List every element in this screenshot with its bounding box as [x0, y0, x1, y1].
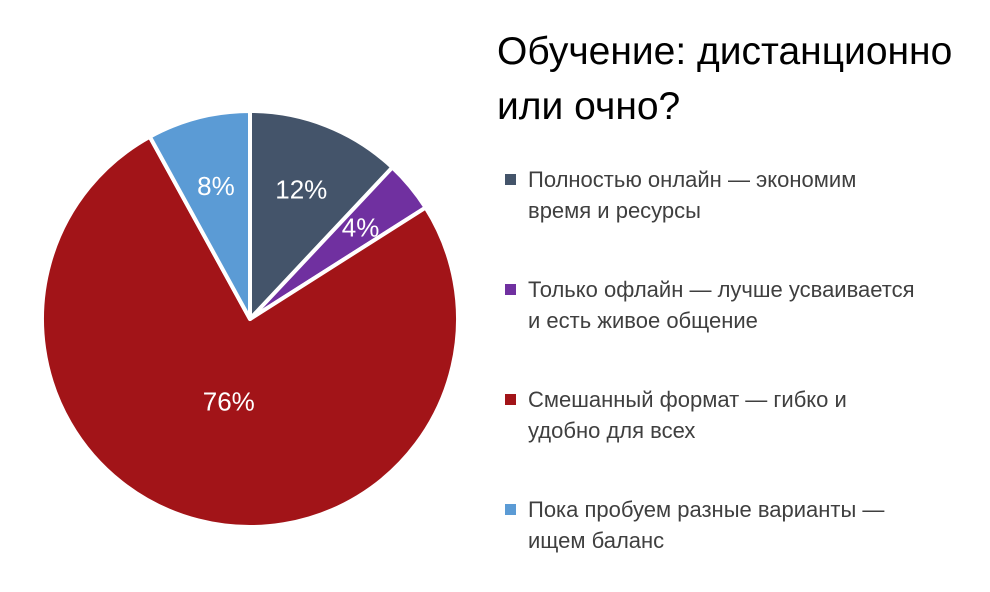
legend-item: Полностью онлайн — экономим время и ресур…: [505, 164, 990, 226]
legend-item: Смешанный формат — гибко и удобно для все…: [505, 384, 990, 446]
legend-marker-icon: [505, 394, 516, 405]
pie-chart-area: 12% 4% 76% 8%: [40, 109, 460, 529]
legend-label: Только офлайн — лучше усваивается и есть …: [528, 277, 915, 333]
legend-item: Только офлайн — лучше усваивается и есть …: [505, 274, 990, 336]
pie-data-label-0: 12%: [275, 174, 327, 204]
legend-item: Пока пробуем разные варианты — ищем балан…: [505, 494, 990, 556]
pie-data-label-1: 4%: [342, 213, 380, 243]
legend-label: Смешанный формат — гибко и удобно для все…: [528, 387, 847, 443]
pie-data-label-2: 76%: [203, 387, 255, 417]
legend-label: Пока пробуем разные варианты — ищем балан…: [528, 497, 885, 553]
legend: Полностью онлайн — экономим время и ресур…: [497, 164, 990, 556]
legend-marker-icon: [505, 174, 516, 185]
chart-title: Обучение: дистанционно или очно?: [497, 30, 953, 128]
legend-marker-icon: [505, 504, 516, 515]
legend-label: Полностью онлайн — экономим время и ресур…: [528, 167, 857, 223]
chart-text-column: Обучение: дистанционно или очно? Полност…: [497, 24, 990, 592]
pie-slice-2: [40, 134, 460, 529]
legend-marker-icon: [505, 284, 516, 295]
pie-slice-3: [147, 109, 252, 321]
pie-chart: 12% 4% 76% 8%: [40, 109, 460, 529]
pie-slice-0: [248, 109, 395, 321]
pie-data-label-3: 8%: [197, 171, 235, 201]
